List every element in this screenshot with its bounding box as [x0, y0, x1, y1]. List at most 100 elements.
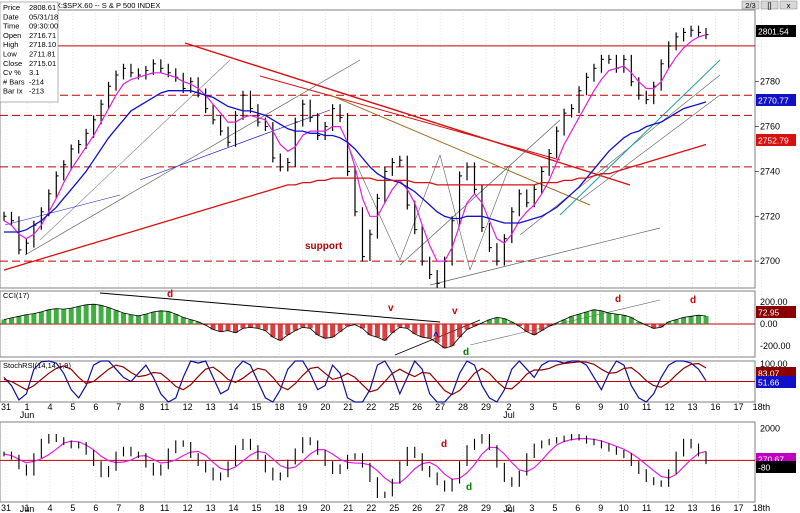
x-tick-label: 2	[506, 503, 511, 513]
cci-bar	[374, 324, 380, 338]
cci-bar	[277, 324, 283, 341]
last-value-badge-text: 72.95	[758, 308, 780, 318]
info-label-3: Open	[3, 31, 21, 40]
cci-bar	[576, 314, 582, 324]
window-control-label-2[interactable]: x	[787, 1, 791, 10]
last-value-badge-text: 2770.77	[758, 96, 789, 106]
cci-bar	[516, 324, 522, 327]
info-value-0: 2808.61	[29, 3, 56, 12]
x-tick-label: 25	[389, 503, 399, 513]
x-tick-label: 7	[116, 503, 121, 513]
window-control-button-1[interactable]	[760, 0, 779, 10]
cci-bar	[501, 318, 507, 324]
cci-bar	[143, 314, 149, 324]
window-control-button-0[interactable]	[741, 0, 760, 10]
x-tick-label: 11	[642, 503, 651, 513]
cci-bar	[128, 314, 134, 324]
cci-bar	[397, 324, 403, 328]
x-tick-label: 11	[642, 402, 651, 412]
last-value-badge	[756, 376, 796, 388]
x-tick-label: 17	[733, 402, 743, 412]
x-tick-label: 1	[24, 503, 29, 513]
x-tick-label: 5	[70, 503, 75, 513]
cci-bar	[598, 310, 604, 324]
x-tick-label: 10	[619, 503, 629, 513]
x-tick-label: 6	[575, 503, 580, 513]
x-tick-label: 18th	[753, 402, 771, 412]
cci-bar	[442, 324, 448, 349]
cci-bar	[531, 324, 537, 335]
cci-bar	[696, 315, 702, 324]
cci-bar	[457, 324, 463, 338]
cci-y-tick-label: 200.00	[760, 297, 788, 307]
x-tick-label: 7	[116, 402, 121, 412]
momentum-annotation: d	[441, 439, 447, 450]
trendline	[469, 164, 511, 271]
x-tick-label: 21	[343, 503, 353, 513]
last-value-badge	[756, 461, 796, 473]
window-controls[interactable]: 2/3 [] x	[741, 0, 798, 10]
x-month-label: Jul	[503, 504, 515, 513]
info-label-8: # Bars	[3, 77, 25, 86]
x-tick-label: 6	[575, 402, 580, 412]
x-tick-label: 12	[183, 402, 193, 412]
cci-bar	[621, 315, 627, 324]
cci-y-tick-label: 0.00	[760, 319, 778, 329]
x-tick-label: 21	[343, 402, 353, 412]
cci-bar	[673, 319, 679, 324]
x-month-label: Jul	[503, 410, 515, 420]
x-tick-label: 31	[1, 402, 11, 412]
x-tick-label: 29	[481, 503, 491, 513]
last-value-badge	[756, 25, 796, 37]
cci-bar	[427, 324, 433, 339]
cci-bar	[76, 306, 82, 324]
price-y-tick-label: 2720	[760, 211, 780, 221]
cci-panel-title: CCI(17)	[3, 291, 30, 300]
cci-bar	[83, 304, 89, 324]
cci-bar	[584, 311, 590, 324]
x-tick-label: 12	[665, 402, 675, 412]
info-value-6: 2715.01	[29, 59, 56, 68]
annotation-layer: support d v v ^ d d d d d	[167, 241, 696, 493]
cci-bar	[210, 324, 216, 330]
cci-bar	[419, 324, 425, 338]
cci-bar	[345, 324, 351, 327]
trendline	[4, 194, 121, 226]
momentum-annotation: d	[466, 482, 472, 493]
cci-bar	[703, 315, 709, 324]
x-tick-label: 18th	[753, 503, 771, 513]
info-box: Price 2808.61 Date 05/31/18 Time 09:30:00 Open…	[0, 1, 59, 103]
info-value-7: 3.1	[29, 68, 39, 77]
cci-bar	[479, 322, 485, 324]
cci-bar	[61, 309, 67, 324]
last-value-badge-text: 2752.79	[758, 136, 789, 146]
cci-bar	[91, 304, 97, 324]
window-control-button-2[interactable]	[779, 0, 798, 10]
info-value-9: -213	[29, 87, 44, 96]
cci-annotation: v	[388, 303, 394, 314]
info-value-4: 2718.10	[29, 40, 56, 49]
chart-title: INDEX:$SPX.60 -- S & P 500 INDEX	[38, 1, 160, 10]
cci-bar	[113, 310, 119, 324]
cci-bar	[120, 313, 126, 324]
cci-bar	[203, 324, 209, 326]
trendline	[519, 74, 721, 236]
x-tick-label: 16	[710, 402, 720, 412]
price-y-tick-label: 2760	[760, 122, 780, 132]
cci-trendline	[99, 292, 441, 323]
window-control-label-1[interactable]: []	[767, 1, 771, 10]
x-tick-label: 6	[93, 503, 98, 513]
cci-bar	[471, 324, 477, 327]
price-y-tick-label: 2780	[760, 77, 780, 87]
last-value-badge	[756, 306, 796, 318]
info-label-1: Date	[3, 12, 19, 21]
last-value-badge-text: 270.67	[758, 455, 784, 465]
x-tick-label: 11	[160, 402, 169, 412]
window-control-label-0[interactable]: 2/3	[745, 1, 755, 10]
trendline	[349, 149, 401, 261]
info-label-6: Close	[3, 59, 22, 68]
info-box-frame	[0, 1, 59, 103]
x-tick-label: 9	[598, 402, 603, 412]
last-value-badge-text: 2801.54	[758, 27, 789, 37]
